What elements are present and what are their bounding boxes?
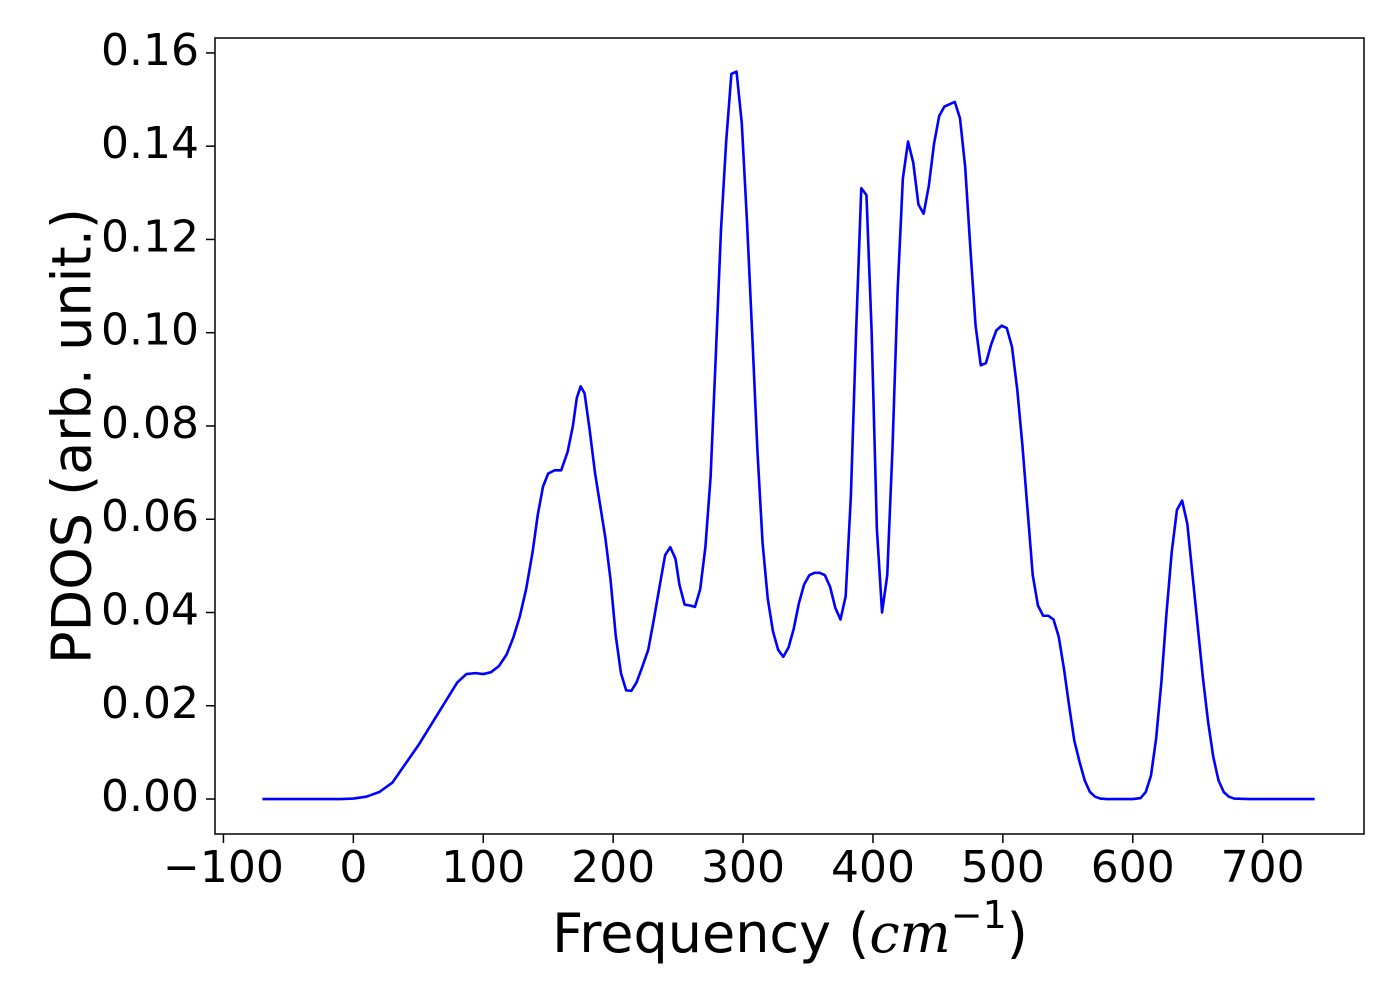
x-axis-title-end: ) [1007,902,1028,965]
y-tick-label: 0.16 [101,25,199,76]
x-tick-label: 200 [571,842,655,893]
x-tick-label: −100 [163,842,284,893]
x-axis-title-text: Frequency ( [552,902,869,965]
y-tick-label: 0.06 [101,491,199,542]
y-tick-label: 0.02 [101,678,199,729]
x-tick-label: 400 [831,842,915,893]
x-tick-label: 100 [441,842,525,893]
x-tick-label: 0 [339,842,367,893]
y-tick-label: 0.14 [101,118,199,169]
x-tick-label: 600 [1091,842,1175,893]
y-tick-label: 0.08 [101,398,199,449]
y-tick-label: 0.12 [101,211,199,262]
x-axis-unit: cm [869,902,950,965]
y-tick-label: 0.04 [101,585,199,636]
y-tick-label: 0.10 [101,305,199,356]
x-axis-title: Frequency (cm−1) [552,893,1028,965]
y-tick-label: 0.00 [101,771,199,822]
plot-frame [214,37,1365,835]
x-tick-label: 300 [701,842,785,893]
x-axis-unit-exponent: −1 [951,893,1007,937]
x-tick-label: 700 [1221,842,1305,893]
y-axis-title: PDOS (arb. unit.) [41,208,104,664]
pdos-line [262,70,1315,801]
x-tick-label: 500 [961,842,1045,893]
